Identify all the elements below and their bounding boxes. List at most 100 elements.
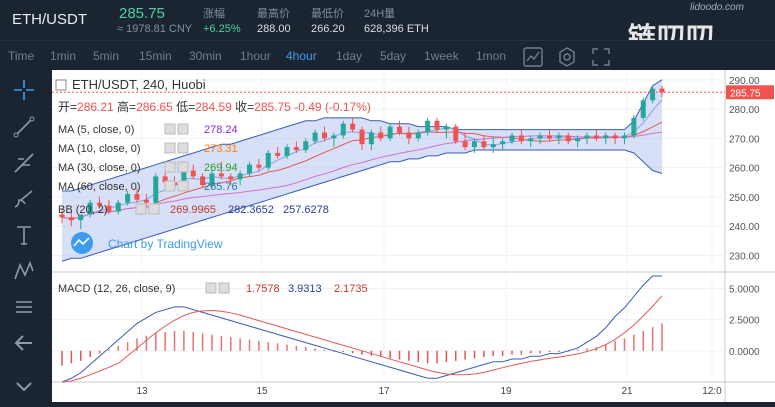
- candle: [68, 217, 74, 221]
- macd-histogram-bar: [80, 350, 82, 361]
- macd-histogram-bar: [211, 334, 213, 351]
- macd-histogram-bar: [530, 350, 532, 354]
- macd-histogram-bar: [267, 342, 269, 351]
- candle: [387, 126, 393, 139]
- candle: [265, 152, 271, 168]
- macd-value-hist: 1.7578: [246, 283, 280, 295]
- macd-histogram-bar: [286, 344, 288, 351]
- macd-histogram-bar: [651, 327, 654, 351]
- indicator-label: MA (30, close, 0): [58, 162, 141, 174]
- chart-type-icon[interactable]: [522, 46, 544, 68]
- candle: [247, 164, 252, 174]
- macd-histogram-bar: [314, 348, 316, 351]
- candle: [97, 202, 102, 206]
- fullscreen-icon[interactable]: [590, 46, 612, 68]
- stat-value-volume: 628,396 ETH: [364, 23, 429, 35]
- indicator-settings-icon: [164, 161, 176, 173]
- watermark-sub: lidoodo.com: [690, 2, 744, 13]
- bb-value-basis: 269.9965: [170, 204, 216, 216]
- settings-icon[interactable]: [556, 46, 578, 68]
- macd-histogram-bar: [661, 323, 663, 351]
- stat-value-low: 266.20: [311, 23, 345, 35]
- candle: [518, 135, 524, 142]
- tf-1hour[interactable]: 1hour: [240, 49, 271, 63]
- indicator-value: 273.31: [204, 143, 238, 155]
- candle: [228, 176, 234, 180]
- macd-histogram-bar: [248, 339, 251, 351]
- crosshair-icon[interactable]: [12, 78, 36, 102]
- indicator-label: MA (5, close, 0): [58, 124, 134, 136]
- tf-time[interactable]: Time: [8, 49, 35, 63]
- tf-5min[interactable]: 5min: [93, 49, 120, 63]
- price-tick-label: 270.00: [729, 134, 760, 145]
- candle: [134, 193, 140, 200]
- tf-5day[interactable]: 5day: [380, 49, 407, 63]
- indicator-settings-icon: [164, 142, 176, 154]
- macd-histogram-bar: [586, 348, 588, 351]
- stat-label-volume: 24H量: [364, 8, 396, 20]
- bb-value-lower: 257.6278: [283, 204, 329, 216]
- macd-histogram-bar: [623, 338, 626, 351]
- macd-histogram-bar: [239, 338, 241, 351]
- candle: [143, 199, 149, 203]
- candle: [340, 123, 346, 136]
- candle: [472, 141, 477, 148]
- candle: [359, 129, 365, 145]
- indicator-settings-icon: [164, 180, 176, 192]
- chart-area[interactable]: 290.00 280.00 270.00 260.00 250.00 240.00 230.…: [52, 70, 775, 402]
- candle: [59, 214, 65, 218]
- pattern-icon[interactable]: [12, 259, 36, 283]
- tf-1min[interactable]: 1min: [50, 49, 77, 63]
- measure-icon[interactable]: [12, 295, 36, 319]
- macd-histogram-bar: [436, 350, 438, 364]
- candle: [528, 138, 534, 142]
- collapse-chevron-icon[interactable]: [12, 374, 36, 398]
- bb-label: BB (20, 2): [58, 204, 108, 216]
- macd-histogram-bar: [305, 347, 307, 351]
- drawing-toolbar: [0, 70, 50, 402]
- indicator-remove-icon: [177, 180, 189, 192]
- macd-histogram-bar: [492, 350, 494, 356]
- macd-histogram-bar: [220, 335, 223, 351]
- candle: [434, 120, 440, 130]
- trend-line-icon[interactable]: [12, 115, 36, 139]
- time-tick-label: 17: [378, 386, 390, 397]
- macd-histogram-bar: [576, 349, 579, 351]
- candle: [284, 147, 290, 156]
- brush-icon[interactable]: [12, 187, 36, 211]
- stat-value-high: 288.00: [257, 23, 291, 35]
- macd-histogram-bar: [511, 350, 513, 355]
- candle: [162, 176, 168, 183]
- price-chart-svg[interactable]: 290.00 280.00 270.00 260.00 250.00 240.00 230.…: [52, 70, 775, 402]
- bb-settings-icon: [135, 203, 147, 215]
- macd-histogram-bar: [89, 350, 91, 358]
- time-tick-label: 13: [136, 386, 148, 397]
- text-tool-icon[interactable]: [12, 223, 36, 247]
- tf-1week[interactable]: 1week: [424, 49, 459, 63]
- candle: [331, 135, 337, 139]
- tf-30min[interactable]: 30min: [189, 49, 222, 63]
- back-arrow-icon[interactable]: [12, 331, 36, 355]
- tf-4hour[interactable]: 4hour: [286, 49, 317, 63]
- macd-histogram-bar: [323, 349, 326, 351]
- macd-histogram-bar: [201, 333, 204, 351]
- bb-remove-icon: [148, 203, 160, 215]
- macd-histogram-bar: [276, 343, 279, 351]
- tradingview-credit: Chart by TradingView: [108, 237, 223, 251]
- candle: [406, 132, 412, 139]
- bb-value-upper: 282.3652: [228, 204, 274, 216]
- indicator-value: 278.24: [204, 124, 238, 136]
- symbol-title: ETH/USDT, 240, Huobi: [72, 77, 206, 92]
- last-price: 285.75: [119, 5, 165, 22]
- tf-1day[interactable]: 1day: [336, 49, 363, 63]
- tf-15min[interactable]: 15min: [139, 49, 172, 63]
- tf-1mon[interactable]: 1mon: [476, 49, 507, 63]
- macd-histogram-bar: [192, 332, 194, 351]
- stat-label-change: 涨幅: [203, 8, 225, 20]
- candle: [256, 164, 262, 168]
- fib-retracement-icon[interactable]: [12, 151, 36, 175]
- candle: [490, 144, 496, 148]
- macd-remove-icon: [218, 282, 230, 294]
- macd-histogram-bar: [445, 350, 448, 363]
- candle: [415, 132, 421, 139]
